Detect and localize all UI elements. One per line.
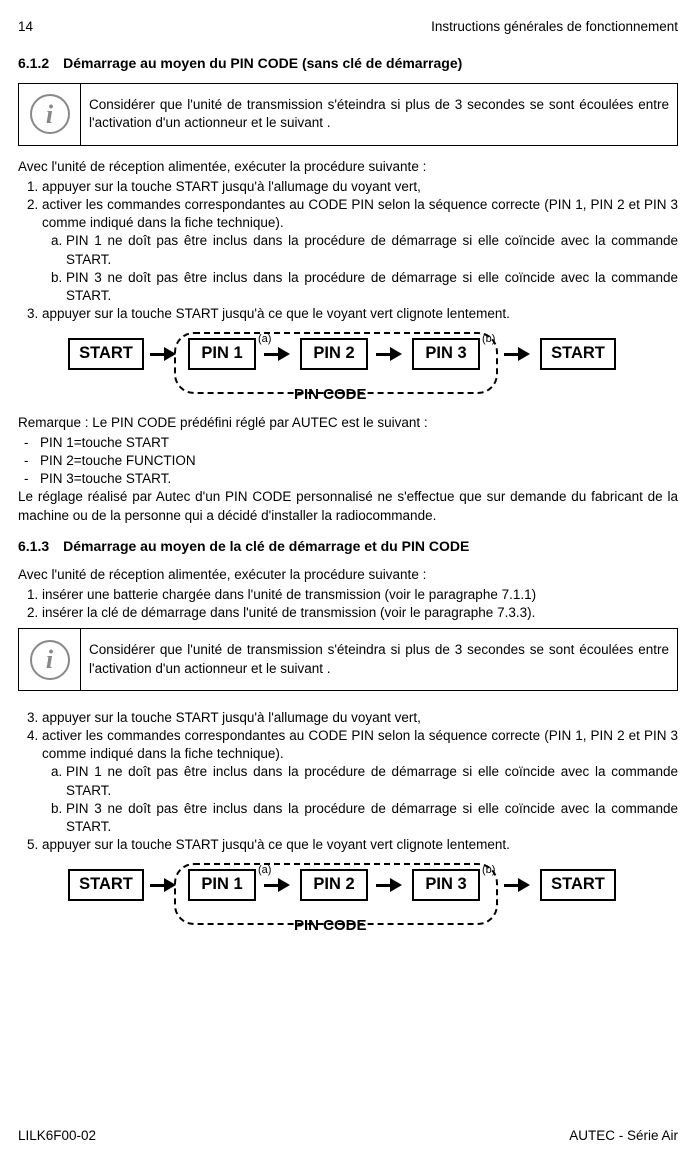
diag2-sup-a: (a): [258, 863, 271, 878]
diag-pin3-box: PIN 3: [412, 338, 480, 370]
info-box-2: i Considérer que l'unité de transmission…: [18, 628, 678, 690]
info-text-1: Considérer que l'unité de transmission s…: [81, 84, 677, 144]
diag2-pin2-box: PIN 2: [300, 869, 368, 901]
diag-sup-a: (a): [258, 332, 271, 347]
section-613-title: 6.1.3 Démarrage au moyen de la clé de dém…: [18, 537, 678, 556]
arrow-icon: [150, 346, 176, 362]
remark-list: PIN 1=touche START PIN 2=touche FUNCTION…: [18, 434, 678, 489]
sec2-list-a: insérer une batterie chargée dans l'unit…: [18, 586, 678, 622]
sec1-sublist: PIN 1 ne doît pas être inclus dans la pr…: [42, 232, 678, 305]
sec2-li2: insérer la clé de démarrage dans l'unité…: [42, 604, 678, 622]
sec2-li5: appuyer sur la touche START jusqu'à ce q…: [42, 836, 678, 854]
footer-right: AUTEC - Série Air: [569, 1127, 678, 1145]
remark-tail: Le réglage réalisé par Autec d'un PIN CO…: [18, 488, 678, 524]
sec1-li3: appuyer sur la touche START jusqu'à ce q…: [42, 305, 678, 323]
pin-code-label: PIN CODE: [294, 385, 367, 405]
diag-pin2-box: PIN 2: [300, 338, 368, 370]
sec1-li1: appuyer sur la touche START jusqu'à l'al…: [42, 178, 678, 196]
sec1-li2: activer les commandes correspondantes au…: [42, 196, 678, 305]
diag-pin1-box: PIN 1: [188, 338, 256, 370]
info-icon: i: [30, 640, 70, 680]
sec1-li2-text: activer les commandes correspondantes au…: [42, 197, 678, 230]
remark-d1: PIN 1=touche START: [40, 434, 678, 452]
doc-title: Instructions générales de fonctionnement: [431, 18, 678, 36]
sec1-intro: Avec l'unité de réception alimentée, exé…: [18, 158, 678, 176]
arrow-icon: [504, 346, 530, 362]
arrow-icon: [504, 877, 530, 893]
arrow-icon: [264, 346, 290, 362]
section-612-title: 6.1.2 Démarrage au moyen du PIN CODE (san…: [18, 54, 678, 73]
info-icon-cell: i: [19, 84, 81, 144]
arrow-icon: [264, 877, 290, 893]
section-613-text: Démarrage au moyen de la clé de démarrag…: [63, 538, 469, 554]
remark-d3: PIN 3=touche START.: [40, 470, 678, 488]
sec2-li4b: PIN 3 ne doît pas être inclus dans la pr…: [66, 800, 678, 836]
sec1-list: appuyer sur la touche START jusqu'à l'al…: [18, 178, 678, 324]
info-icon: i: [30, 94, 70, 134]
sec2-list-b: appuyer sur la touche START jusqu'à l'al…: [18, 709, 678, 855]
sec2-li4-text: activer les commandes correspondantes au…: [42, 728, 678, 761]
sec2-li4a: PIN 1 ne doît pas être inclus dans la pr…: [66, 763, 678, 799]
page-header: 14 Instructions générales de fonctionnem…: [18, 18, 678, 36]
diag2-sup-b: (b): [482, 863, 495, 878]
sec2-intro: Avec l'unité de réception alimentée, exé…: [18, 566, 678, 584]
arrow-icon: [376, 346, 402, 362]
sec2-li4: activer les commandes correspondantes au…: [42, 727, 678, 836]
pin-diagram-2: START PIN 1 (a) PIN 2 PIN 3 (b) START PI…: [18, 863, 678, 935]
diag2-end-box: START: [540, 869, 616, 901]
info-box-1: i Considérer que l'unité de transmission…: [18, 83, 678, 145]
arrow-icon: [376, 877, 402, 893]
section-612-text: Démarrage au moyen du PIN CODE (sans clé…: [63, 55, 462, 71]
page-number: 14: [18, 18, 33, 36]
remark-intro: Remarque : Le PIN CODE prédéfini réglé p…: [18, 414, 678, 432]
sec2-sublist: PIN 1 ne doît pas être inclus dans la pr…: [42, 763, 678, 836]
arrow-icon: [150, 877, 176, 893]
info-text-2: Considérer que l'unité de transmission s…: [81, 629, 677, 689]
page-footer: LILK6F00-02 AUTEC - Série Air: [18, 1127, 678, 1145]
diag2-pin3-box: PIN 3: [412, 869, 480, 901]
footer-left: LILK6F00-02: [18, 1127, 96, 1145]
section-613-num: 6.1.3: [18, 537, 49, 556]
sec2-li3: appuyer sur la touche START jusqu'à l'al…: [42, 709, 678, 727]
sec1-li2a: PIN 1 ne doît pas être inclus dans la pr…: [66, 232, 678, 268]
diag2-start-box: START: [68, 869, 144, 901]
sec1-li2b: PIN 3 ne doît pas être inclus dans la pr…: [66, 269, 678, 305]
diag-end-box: START: [540, 338, 616, 370]
diag-sup-b: (b): [482, 332, 495, 347]
diag-start-box: START: [68, 338, 144, 370]
diag2-pin1-box: PIN 1: [188, 869, 256, 901]
info-icon-cell: i: [19, 629, 81, 689]
section-612-num: 6.1.2: [18, 54, 49, 73]
sec2-li1: insérer une batterie chargée dans l'unit…: [42, 586, 678, 604]
pin-code-label: PIN CODE: [294, 916, 367, 936]
remark-d2: PIN 2=touche FUNCTION: [40, 452, 678, 470]
pin-diagram-1: START PIN 1 (a) PIN 2 PIN 3 (b) START PI…: [18, 332, 678, 404]
